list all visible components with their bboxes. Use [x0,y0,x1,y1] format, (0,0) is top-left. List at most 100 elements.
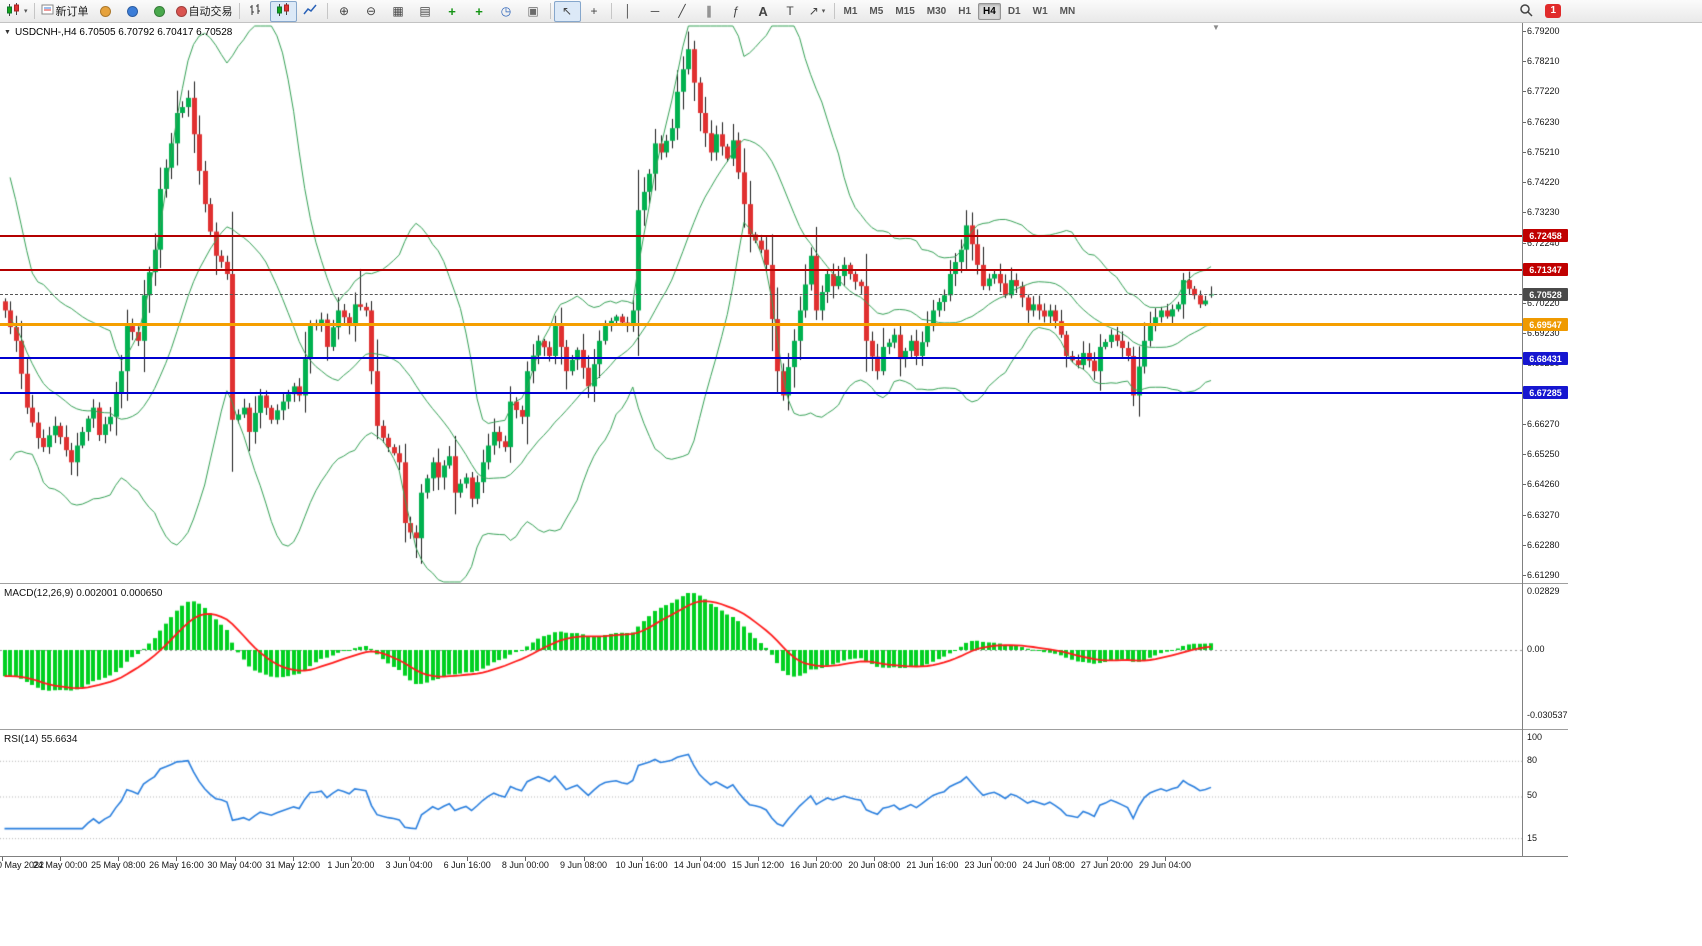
horizontal-level-line[interactable] [0,392,1522,394]
time-axis-tick [990,857,992,861]
price-axis-tick [1522,31,1526,32]
timeframe-button-m5[interactable]: M5 [869,5,884,17]
new-chart-button[interactable]: + [466,1,493,22]
timeframe-button-m30[interactable]: M30 [926,5,947,17]
indicators-button[interactable]: + [439,1,466,22]
time-axis-label: 6 Jun 16:00 [443,860,491,870]
tile-windows-button[interactable]: ▦ [385,1,412,22]
price-axis-tick [1522,302,1526,304]
crosshair-glyph-icon: + [590,4,598,18]
timeframe-button-d1[interactable]: D1 [1007,5,1021,17]
timeframe-button-mn[interactable]: MN [1059,5,1076,17]
price-axis-label: 6.73230 [1527,207,1560,218]
time-axis-tick [699,857,701,861]
line-chart-icon [303,3,317,20]
price-axis-tick [1522,574,1526,576]
zoom-out-button[interactable]: ⊖ [358,1,385,22]
bar-chart-button[interactable] [243,1,270,22]
panel-splitter-macd[interactable] [0,583,1568,584]
candle-chart-button[interactable] [269,0,297,22]
cursor-button[interactable]: ↖ [553,0,581,22]
crosshair-button[interactable]: + [581,1,608,22]
panel-splitter-rsi[interactable] [0,729,1568,730]
search-icon [1519,3,1533,20]
horizontal-level-line[interactable] [0,235,1522,237]
price-axis-tick [1522,182,1526,184]
line-chart-button[interactable] [297,1,324,22]
charts-button[interactable] [92,1,119,22]
time-axis-tick [816,857,818,861]
time-axis-tick [757,857,759,861]
macd-panel-canvas[interactable] [0,585,1522,729]
timeframe-button-h4[interactable]: H4 [978,2,1001,20]
timeframe-button-w1[interactable]: W1 [1032,5,1048,17]
market-button[interactable] [146,1,173,22]
macd-axis-label: 0.02829 [1527,586,1560,596]
vertical-line-button[interactable]: │ [615,1,642,22]
periods-button[interactable]: ◷ [493,1,520,22]
one-click-caret-icon[interactable]: ▼ [4,29,11,36]
time-axis-tick [1106,857,1108,861]
text-label-glyph-icon: T [786,4,794,18]
macd-signal-value: 0.000650 [120,588,163,599]
price-axis-tick [1522,91,1526,93]
timeframe-button-m15[interactable]: M15 [895,5,915,17]
time-axis-label: 26 May 16:00 [149,860,204,870]
periods-glyph-icon: ◷ [500,4,512,18]
text-button[interactable]: A [750,1,777,22]
main-chart-canvas[interactable] [0,24,1522,584]
time-axis-tick [350,857,352,861]
time-axis-tick [60,857,62,861]
horizontal-level-line[interactable] [0,357,1522,359]
chart-shift-marker-icon[interactable]: ▼ [1212,23,1220,32]
timeframe-button-m1[interactable]: M1 [843,5,858,17]
macd-value: 0.002001 [76,588,118,599]
horizontal-line-button[interactable]: ─ [642,1,669,22]
toolbar-right: 1 [1512,1,1561,22]
horizontal-level-line[interactable] [0,294,1522,295]
price-level-badge: 6.72458 [1523,229,1568,242]
new-order-icon [41,3,54,19]
time-axis-tick [1165,857,1166,861]
zoom-in-button[interactable]: ⊕ [331,1,358,22]
price-axis-tick [1522,61,1526,63]
price-axis-tick [1522,423,1526,425]
price-axis-label: 6.63270 [1527,509,1560,520]
time-axis-label: 30 May 04:00 [207,860,262,870]
fibonacci-button[interactable]: ƒ [723,1,750,22]
time-axis-tick [467,857,469,861]
templates-button[interactable]: ▣ [520,1,547,22]
rsi-panel-canvas[interactable] [0,731,1522,856]
timeframe-button-h1[interactable]: H1 [958,5,972,17]
price-axis-tick [1522,514,1526,516]
cursor-glyph-icon: ↖ [561,4,573,18]
channel-button[interactable]: ∥ [696,1,723,22]
horizontal-level-line[interactable] [0,323,1522,326]
arrows-glyph-icon: ↗ [808,4,819,18]
search-button[interactable] [1512,1,1539,22]
horizontal-level-line[interactable] [0,269,1522,271]
arrows-button[interactable]: ↗ ▾ [804,1,831,22]
new-chart-glyph-icon: + [475,3,483,19]
auto-trading-button-label: 自动交易 [188,6,233,18]
time-axis-label: 9 Jun 08:00 [559,860,608,870]
price-axis-label: 6.61290 [1527,569,1560,580]
community-button[interactable] [119,1,146,22]
cascade-windows-button[interactable]: ▤ [412,1,439,22]
time-axis-line [0,856,1568,857]
new-order-button[interactable]: 新订单 [38,1,92,22]
toolbar-separator [833,3,835,19]
time-axis-label: 8 Jun 00:00 [501,860,549,870]
price-axis-label: 6.77220 [1527,86,1560,97]
vertical-line-glyph-icon: │ [624,4,632,18]
time-axis-label: 3 Jun 04:00 [385,860,433,870]
text-label-button[interactable]: T [777,1,804,22]
auto-trading-button[interactable]: 自动交易 [173,1,236,22]
macd-axis-label: 0.00 [1527,644,1545,654]
price-axis-label: 6.66270 [1527,418,1560,429]
notification-badge[interactable]: 1 [1545,4,1561,18]
cascade-windows-glyph-icon: ▤ [419,4,431,18]
trendline-button[interactable]: ╱ [669,1,696,22]
window-selector-button[interactable]: ▾ [3,1,31,22]
market-icon [153,5,165,17]
